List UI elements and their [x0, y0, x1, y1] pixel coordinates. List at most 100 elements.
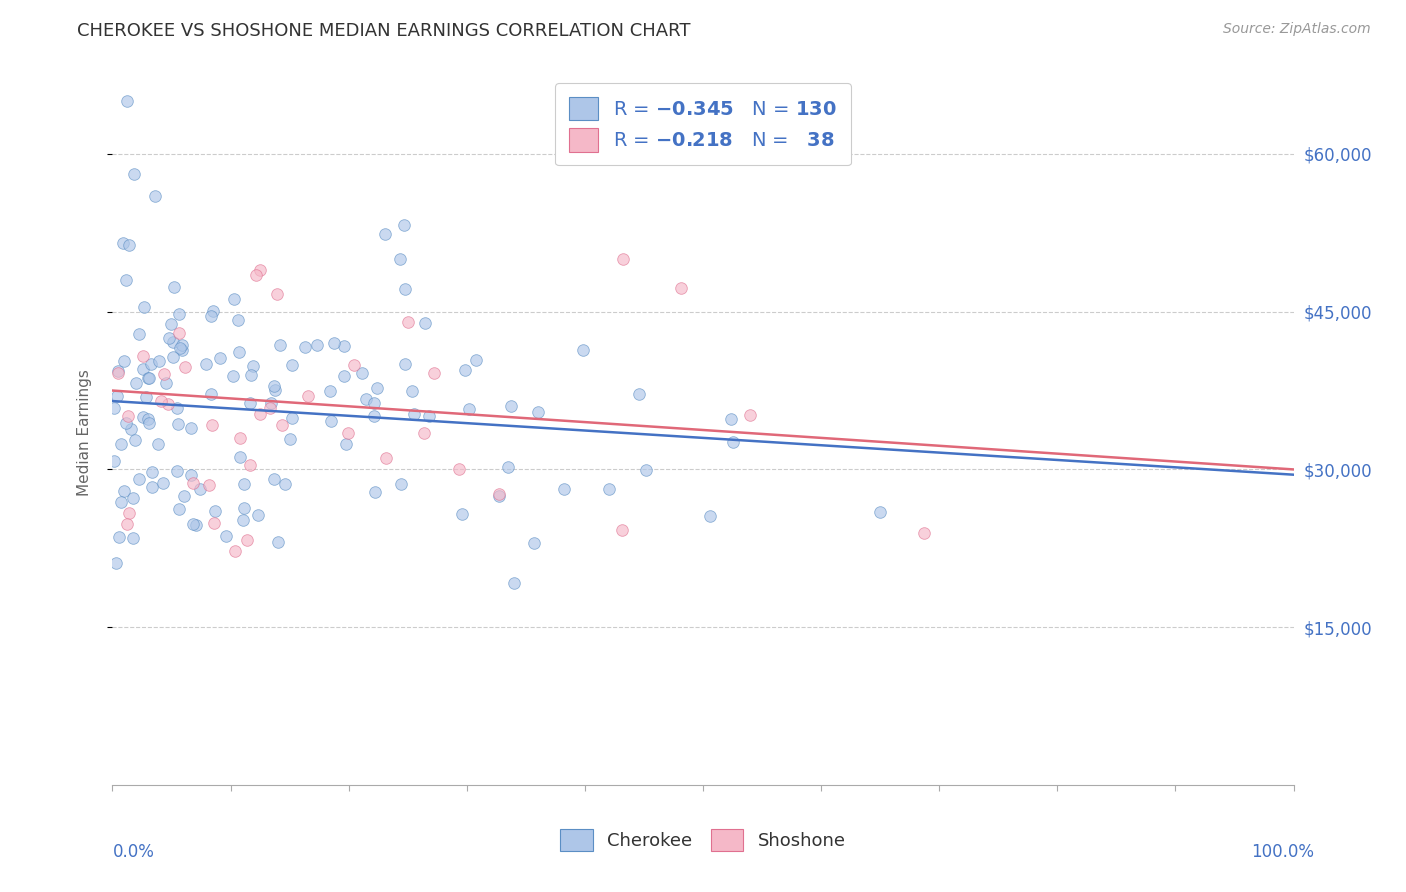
Point: [143, 189, 166, 203]
Point: [107, 367, 129, 381]
Point: [229, 450, 252, 464]
Point: [457, 401, 479, 416]
Point: [139, 357, 162, 371]
Point: [229, 431, 252, 445]
Point: [333, 339, 356, 353]
Point: [228, 313, 250, 327]
Point: [138, 371, 160, 385]
Point: [166, 464, 188, 478]
Point: [157, 331, 180, 345]
Point: [912, 526, 935, 541]
Point: [264, 383, 287, 397]
Point: [110, 495, 132, 509]
Point: [200, 309, 222, 323]
Point: [200, 418, 222, 433]
Point: [162, 334, 184, 349]
Point: [423, 366, 446, 380]
Point: [450, 507, 472, 521]
Point: [181, 517, 204, 532]
Point: [157, 397, 180, 411]
Point: [699, 508, 721, 523]
Point: [152, 367, 174, 381]
Point: [222, 292, 245, 306]
Point: [374, 227, 396, 241]
Point: [188, 482, 211, 496]
Point: [167, 417, 190, 431]
Point: [215, 528, 238, 542]
Point: [488, 490, 510, 504]
Point: [333, 368, 356, 383]
Point: [138, 371, 160, 385]
Point: [447, 462, 470, 476]
Point: [363, 409, 385, 424]
Point: [388, 252, 411, 267]
Point: [103, 454, 125, 468]
Point: [132, 301, 155, 315]
Point: [209, 351, 232, 366]
Point: [598, 483, 620, 497]
Text: Source: ZipAtlas.com: Source: ZipAtlas.com: [1223, 22, 1371, 37]
Point: [738, 408, 761, 422]
Point: [263, 472, 285, 486]
Point: [413, 316, 436, 330]
Point: [167, 326, 190, 340]
Point: [343, 358, 366, 372]
Point: [319, 414, 342, 428]
Text: 100.0%: 100.0%: [1251, 843, 1315, 861]
Point: [249, 263, 271, 277]
Point: [628, 387, 651, 401]
Point: [204, 504, 226, 518]
Point: [232, 476, 254, 491]
Point: [184, 518, 207, 533]
Point: [526, 405, 548, 419]
Point: [720, 411, 742, 425]
Point: [122, 531, 145, 545]
Point: [169, 341, 191, 355]
Point: [235, 533, 257, 547]
Point: [404, 408, 426, 422]
Point: [160, 317, 183, 331]
Point: [150, 394, 173, 409]
Point: [281, 411, 304, 425]
Point: [148, 436, 170, 450]
Y-axis label: Median Earnings: Median Earnings: [77, 369, 91, 496]
Point: [117, 409, 139, 423]
Point: [502, 576, 524, 591]
Point: [228, 344, 250, 359]
Point: [553, 483, 575, 497]
Point: [501, 400, 523, 414]
Point: [394, 358, 416, 372]
Point: [418, 409, 440, 423]
Point: [115, 517, 138, 532]
Point: [148, 353, 170, 368]
Point: [389, 477, 412, 491]
Point: [201, 304, 224, 318]
Point: [105, 556, 128, 570]
Point: [166, 401, 188, 415]
Point: [163, 280, 186, 294]
Point: [336, 426, 359, 441]
Point: [488, 486, 510, 500]
Point: [363, 485, 385, 500]
Legend: Cherokee, Shoshone: Cherokee, Shoshone: [551, 821, 855, 861]
Point: [173, 360, 195, 375]
Point: [612, 523, 634, 537]
Point: [131, 362, 153, 376]
Point: [634, 463, 657, 477]
Point: [242, 359, 264, 373]
Point: [396, 315, 419, 329]
Point: [267, 534, 290, 549]
Point: [224, 543, 246, 558]
Point: [363, 396, 385, 410]
Point: [394, 218, 416, 232]
Point: [394, 282, 416, 296]
Point: [240, 368, 263, 382]
Point: [112, 484, 135, 499]
Point: [112, 235, 135, 250]
Point: [103, 401, 125, 415]
Point: [335, 437, 357, 451]
Point: [523, 536, 546, 550]
Point: [274, 477, 297, 491]
Point: [167, 502, 190, 516]
Point: [319, 384, 342, 399]
